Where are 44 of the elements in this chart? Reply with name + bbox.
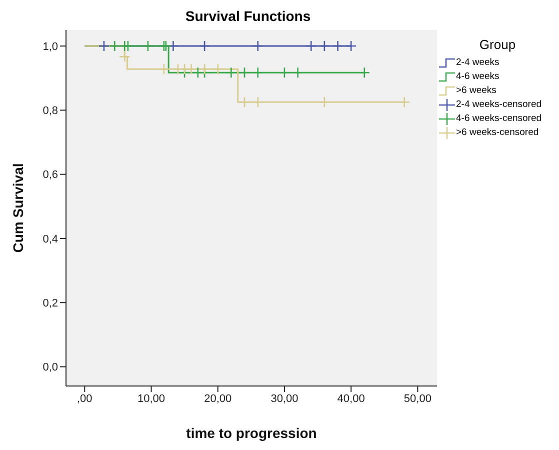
legend-label: 4-6 weeks — [456, 70, 500, 84]
y-tick-label: 0,4 — [42, 233, 58, 246]
chart-title: Survival Functions — [184, 8, 312, 24]
x-axis-title: time to progression — [186, 425, 317, 441]
point — [118, 50, 130, 62]
y-tick-label: 1,0 — [42, 40, 58, 53]
x-tick-label: 50,00 — [404, 392, 432, 405]
point — [212, 63, 224, 75]
point — [278, 67, 290, 78]
point — [186, 63, 197, 75]
point — [122, 40, 134, 52]
point — [305, 40, 317, 52]
point — [158, 63, 170, 75]
y-tick-label: 0,2 — [42, 298, 58, 310]
point — [198, 40, 210, 52]
y-tick-label: 0,6 — [42, 169, 58, 182]
point — [108, 40, 120, 52]
point — [252, 40, 264, 52]
point — [98, 40, 110, 52]
point — [398, 96, 410, 108]
x-tick-label: 40,00 — [337, 392, 365, 405]
x-tick-label: 30,00 — [270, 392, 298, 405]
y-tick-label: 0,0 — [42, 362, 58, 374]
y-tick-label: 0,8 — [42, 105, 58, 118]
y-axis-title: Cum Survival — [10, 163, 26, 253]
legend-title: Group — [478, 37, 517, 52]
point — [198, 63, 210, 75]
x-tick-label: 20,00 — [204, 392, 232, 405]
point — [252, 96, 264, 108]
point — [318, 96, 330, 108]
point — [238, 96, 250, 108]
point — [332, 40, 344, 52]
legend-label: 2-4 weeks-censored — [456, 98, 542, 112]
legend-label: >6 weeks-censored — [456, 126, 539, 140]
legend-label: 4-6 weeks-censored — [456, 112, 542, 126]
point — [345, 40, 357, 52]
point — [142, 40, 154, 52]
x-tick-label: 10,00 — [137, 392, 166, 405]
point — [318, 40, 330, 52]
legend-label: 2-4 weeks — [456, 56, 500, 70]
x-tick-label: ,00 — [77, 392, 92, 405]
point — [238, 67, 250, 78]
legend-label: >6 weeks — [456, 84, 496, 98]
point — [358, 67, 370, 78]
